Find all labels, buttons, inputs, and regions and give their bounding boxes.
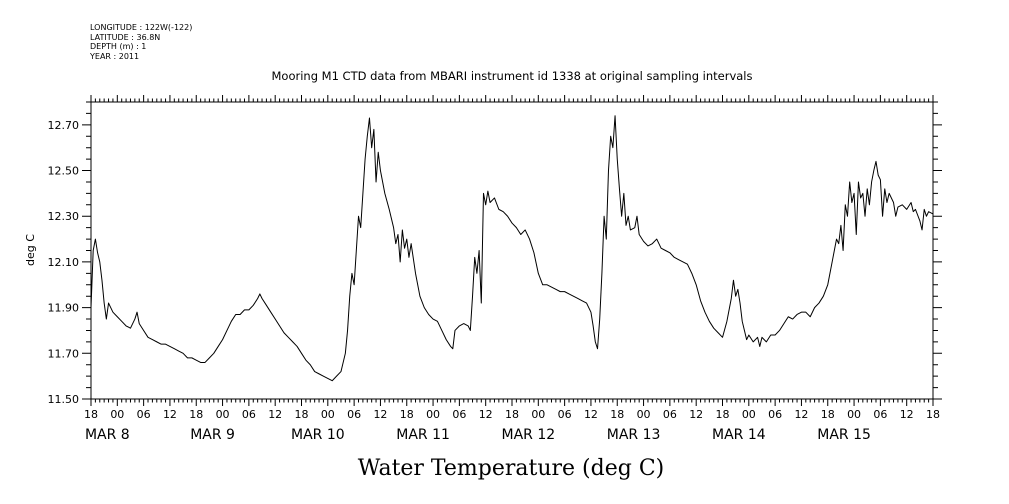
depth-label: DEPTH (m) : 1 — [90, 42, 146, 51]
x-hour-label: 12 — [900, 408, 914, 421]
x-hour-label: 00 — [637, 408, 651, 421]
x-hour-label: 18 — [295, 408, 309, 421]
x-hour-label: 12 — [163, 408, 177, 421]
x-hour-label: 18 — [84, 408, 98, 421]
x-hour-label: 12 — [268, 408, 282, 421]
x-day-label: MAR 11 — [396, 427, 450, 443]
tick-labels: 11.50 11.70 11.90 12.10 12.30 12.50 12.70 18 00 0… — [48, 119, 941, 443]
plot-frame — [90, 101, 934, 400]
y-tick-label: 11.50 — [48, 393, 80, 406]
x-day-label: MAR 8 — [85, 427, 130, 443]
x-hour-label: 06 — [558, 408, 572, 421]
y-tick-label: 12.50 — [48, 165, 80, 178]
x-hour-label: 06 — [873, 408, 887, 421]
x-day-label: MAR 9 — [190, 427, 235, 443]
x-hour-label: 00 — [321, 408, 335, 421]
year-label: YEAR : 2011 — [89, 52, 139, 61]
y-tick-label: 11.90 — [48, 302, 80, 315]
x-hour-label: 06 — [347, 408, 361, 421]
x-day-label: MAR 12 — [501, 427, 555, 443]
x-hour-label: 12 — [794, 408, 808, 421]
x-hour-label: 18 — [189, 408, 203, 421]
x-hour-label: 06 — [768, 408, 782, 421]
header-info: LONGITUDE : 122W(-122) LATITUDE : 36.8N … — [89, 23, 192, 61]
x-hour-label: 18 — [821, 408, 835, 421]
x-hour-label: 12 — [584, 408, 598, 421]
x-hour-label: 12 — [689, 408, 703, 421]
y-tick-label: 12.30 — [48, 210, 80, 223]
temperature-series-line — [90, 115, 934, 382]
x-day-label: MAR 15 — [817, 427, 871, 443]
x-hour-label: 00 — [742, 408, 756, 421]
x-day-label: MAR 14 — [712, 427, 766, 443]
axis-ticks — [82, 95, 942, 406]
y-tick-label: 12.70 — [48, 119, 80, 132]
x-hour-label: 06 — [242, 408, 256, 421]
axes — [82, 95, 942, 406]
x-hour-label: 18 — [716, 408, 730, 421]
x-day-label: MAR 10 — [291, 427, 345, 443]
x-hour-label: 18 — [610, 408, 624, 421]
x-hour-label: 06 — [452, 408, 466, 421]
x-day-label: MAR 13 — [607, 427, 661, 443]
x-hour-label: 12 — [479, 408, 493, 421]
y-axis-label: deg C — [24, 234, 37, 266]
x-hour-label: 18 — [505, 408, 519, 421]
x-hour-label: 06 — [663, 408, 677, 421]
data-layer — [90, 115, 934, 382]
x-hour-label: 00 — [531, 408, 545, 421]
chart-caption: Water Temperature (deg C) — [358, 456, 665, 481]
y-tick-label: 11.70 — [48, 347, 80, 360]
longitude-label: LONGITUDE : 122W(-122) — [90, 23, 192, 32]
x-hour-label: 00 — [847, 408, 861, 421]
x-hour-label: 00 — [426, 408, 440, 421]
x-hour-label: 06 — [137, 408, 151, 421]
x-hour-label: 12 — [373, 408, 387, 421]
x-hour-label: 00 — [110, 408, 124, 421]
x-hour-label: 18 — [400, 408, 414, 421]
y-tick-label: 12.10 — [48, 256, 80, 269]
latitude-label: LATITUDE : 36.8N — [90, 33, 160, 42]
x-hour-label: 18 — [926, 408, 940, 421]
x-hour-label: 00 — [216, 408, 230, 421]
chart-title: Mooring M1 CTD data from MBARI instrumen… — [272, 69, 753, 83]
